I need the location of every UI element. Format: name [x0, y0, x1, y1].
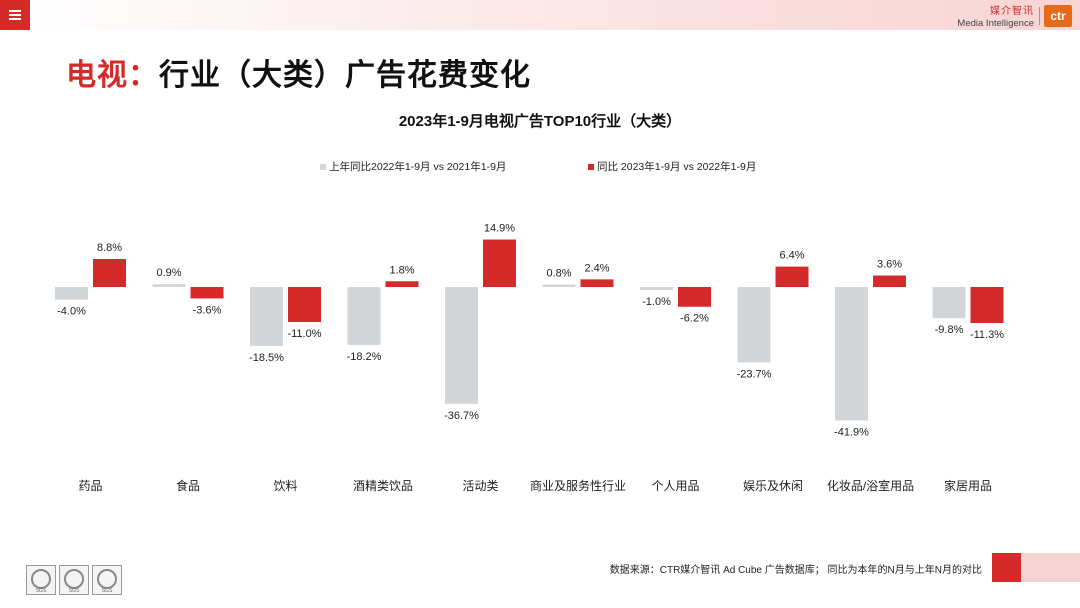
category-label-6: 个人用品 [651, 479, 699, 493]
page-title-rest: 行业（大类）广告花费变化 [159, 59, 531, 92]
category-label-3: 酒精类饮品 [353, 479, 413, 493]
top-band [0, 0, 1080, 30]
data-label-curr-1: -3.6% [193, 304, 222, 316]
sgs-badge-icon: SGS [26, 565, 56, 595]
bar-curr-4 [483, 239, 516, 287]
footer-accent-block [992, 553, 1021, 582]
data-label-prev-6: -1.0% [642, 296, 671, 308]
data-label-prev-7: -23.7% [737, 368, 772, 380]
legend-label-1: 同比 2023年1-9月 vs 2022年1-9月 [597, 160, 756, 173]
bar-curr-7 [775, 266, 809, 287]
menu-button[interactable] [0, 0, 30, 30]
data-label-curr-7: 6.4% [779, 250, 804, 262]
legend-swatch-1 [588, 164, 594, 170]
data-label-curr-5: 2.4% [584, 262, 609, 274]
page-title-accent: 电视： [66, 59, 159, 92]
bar-prev-1 [152, 284, 186, 287]
bar-prev-8 [835, 287, 868, 421]
bar-curr-2 [288, 287, 321, 323]
data-label-curr-0: 8.8% [97, 242, 122, 254]
brand-name-cn: 媒介智讯 [990, 6, 1034, 17]
category-label-2: 饮料 [273, 479, 297, 493]
bar-curr-6 [678, 287, 711, 307]
data-label-prev-4: -36.7% [444, 410, 479, 422]
brand-name-en: Media Intelligence [957, 18, 1034, 29]
bar-prev-5 [542, 284, 576, 287]
data-label-curr-9: -11.3% [970, 329, 1004, 341]
bar-curr-9 [970, 287, 1004, 323]
bar-curr-3 [385, 281, 419, 287]
data-label-prev-9: -9.8% [935, 324, 964, 336]
category-label-4: 活动类 [462, 479, 498, 493]
chart-title: 2023年1-9月电视广告TOP10行业（大类） [398, 113, 682, 130]
category-label-7: 娱乐及休闲 [743, 479, 803, 493]
category-label-9: 家居用品 [944, 478, 992, 493]
bar-prev-2 [250, 287, 283, 346]
data-label-prev-1: 0.9% [156, 267, 181, 279]
bar-curr-8 [873, 275, 906, 287]
data-label-prev-2: -18.5% [249, 352, 284, 364]
menu-icon [9, 10, 21, 20]
data-label-curr-3: 1.8% [389, 264, 414, 276]
bar-prev-0 [55, 287, 88, 300]
data-label-prev-0: -4.0% [57, 306, 86, 318]
bar-prev-7 [737, 287, 771, 363]
data-label-curr-4: 14.9% [484, 223, 515, 235]
bar-prev-4 [445, 287, 478, 404]
brand-text: 媒介智讯 Media Intelligence [957, 6, 1034, 30]
data-label-prev-5: 0.8% [546, 267, 571, 279]
sgs-badge-icon: SGS [92, 565, 122, 595]
bar-prev-6 [640, 287, 673, 291]
legend-swatch-0 [320, 164, 326, 170]
category-label-5: 商业及服务性行业 [530, 478, 626, 493]
brand-divider [1039, 7, 1040, 25]
bar-curr-5 [580, 279, 614, 287]
category-label-0: 药品 [78, 479, 102, 493]
bar-prev-3 [347, 287, 381, 345]
bar-prev-9 [932, 287, 966, 319]
bar-curr-0 [93, 258, 126, 287]
bar-chart: 上年同比2022年1-9月 vs 2021年1-9月 同比 2023年1-9月 v… [55, 160, 1004, 493]
sgs-badge-icon: SGS [59, 565, 89, 595]
data-label-curr-2: -11.0% [287, 328, 321, 340]
data-label-prev-8: -41.9% [834, 426, 869, 438]
data-label-prev-3: -18.2% [347, 351, 382, 363]
category-label-8: 化妆品/浴室用品 [827, 478, 914, 493]
legend-label-0: 上年同比2022年1-9月 vs 2021年1-9月 [329, 160, 506, 173]
data-label-curr-6: -6.2% [680, 313, 709, 325]
sgs-badges: SGS SGS SGS [26, 565, 122, 595]
category-label-1: 食品 [176, 478, 200, 493]
page-title: 电视：行业（大类）广告花费变化 [66, 50, 531, 94]
bar-curr-1 [190, 287, 224, 299]
data-label-curr-8: 3.6% [877, 259, 902, 271]
ctr-logo: ctr [1044, 5, 1072, 27]
data-source-note: 数据来源：CTR媒介智讯 Ad Cube 广告数据库； 同比为本年的N月与上年N… [609, 565, 982, 576]
